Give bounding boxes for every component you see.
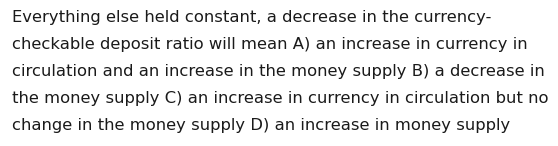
Text: circulation and an increase in the money supply B) a decrease in: circulation and an increase in the money… (12, 64, 545, 79)
Text: the money supply C) an increase in currency in circulation but no: the money supply C) an increase in curre… (12, 91, 549, 106)
Text: Everything else held constant, a decrease in the currency-: Everything else held constant, a decreas… (12, 10, 492, 25)
Text: checkable deposit ratio will mean A) an increase in currency in: checkable deposit ratio will mean A) an … (12, 37, 528, 52)
Text: change in the money supply D) an increase in money supply: change in the money supply D) an increas… (12, 118, 511, 133)
